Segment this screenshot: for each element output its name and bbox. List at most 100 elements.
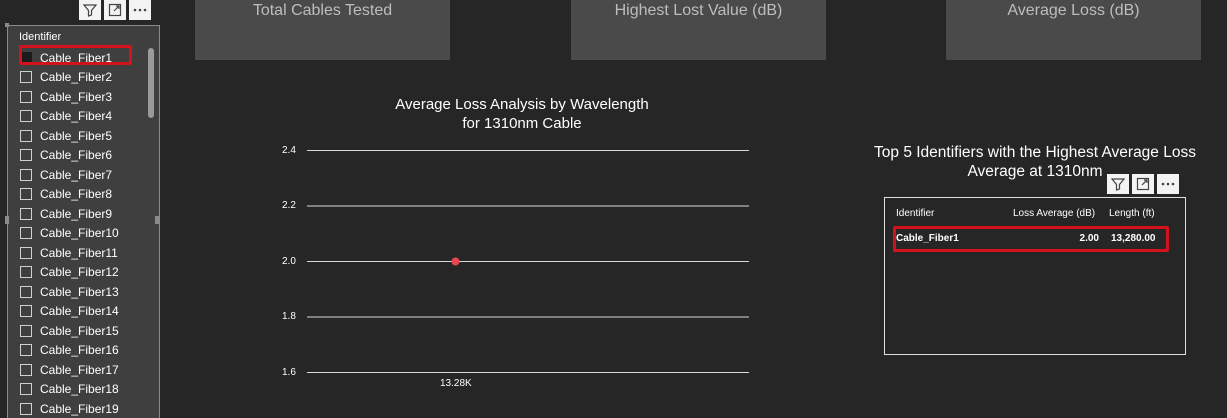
checkbox[interactable] [20,305,32,318]
checkbox[interactable] [20,324,32,337]
slicer-item-label: Cable_Fiber9 [40,206,113,221]
checkbox[interactable] [20,71,32,84]
checkbox[interactable] [20,168,32,181]
slicer-item-label: Cable_Fiber18 [40,382,119,397]
checkbox[interactable] [20,110,32,123]
checkbox[interactable] [20,246,32,259]
resize-handle-right[interactable] [155,216,159,224]
slicer-item-label: Cable_Fiber7 [40,167,113,182]
chart-title-line1: Average Loss Analysis by Wavelength [395,96,649,113]
focus-mode-icon[interactable] [1132,174,1154,194]
y-tick-label: 1.8 [282,311,296,322]
slicer-item[interactable]: Cable_Fiber11 [20,243,145,263]
slicer-item[interactable]: Cable_Fiber18 [20,380,145,400]
slicer-item[interactable]: Cable_Fiber6 [20,146,145,166]
slicer-item[interactable]: Cable_Fiber16 [20,341,145,361]
slicer-item[interactable]: Cable_Fiber13 [20,282,145,302]
slicer-item-label: Cable_Fiber6 [40,148,113,163]
slicer-item[interactable]: Cable_Fiber3 [20,87,145,107]
checkbox[interactable] [20,149,32,162]
y-tick-label: 2.2 [282,200,296,211]
y-tick-label: 1.6 [282,366,296,378]
slicer-header: Identifier [19,31,62,43]
kpi-card-highest-lost: Highest Lost Value (dB) [571,0,826,60]
slicer-item[interactable]: Cable_Fiber14 [20,302,145,322]
slicer-item[interactable]: Cable_Fiber9 [20,204,145,224]
table-title-line2: Average at 1310nm [967,163,1103,180]
identifier-slicer[interactable]: Identifier Cable_Fiber1 Cable_Fiber2 Cable… [7,25,160,418]
kpi-label-total-cables: Total Cables Tested [252,2,393,19]
checkbox[interactable] [20,402,32,415]
filter-icon[interactable] [1107,174,1129,194]
checkbox[interactable] [20,129,32,142]
more-options-icon[interactable] [1157,174,1179,194]
slicer-list: Cable_Fiber1 Cable_Fiber2 Cable_Fiber3 Cabl… [19,45,145,418]
slicer-visual-header [79,0,151,20]
slicer-item[interactable]: Cable_Fiber1 [19,45,145,68]
slicer-item-label: Cable_Fiber10 [40,226,119,241]
kpi-label-average-loss: Average Loss (dB) [1007,2,1140,19]
cell-loss-average[interactable]: 2.00 [1079,233,1099,244]
slicer-scrollbar[interactable] [148,48,154,118]
checkbox[interactable] [20,227,32,240]
checkbox[interactable] [20,90,32,103]
slicer-item-label: Cable_Fiber4 [40,109,113,124]
top5-table[interactable]: Identifier Loss Average (dB) Length (ft)… [884,197,1186,355]
header-identifier[interactable]: Identifier [896,208,935,219]
cell-length[interactable]: 13,280.00 [1111,233,1156,244]
slicer-item-label: Cable_Fiber13 [40,284,119,299]
chart-title-line2: for 1310nm Cable [462,115,582,132]
slicer-item-label: Cable_Fiber19 [40,401,119,416]
filter-icon[interactable] [79,0,101,20]
slicer-item-label: Cable_Fiber1 [40,50,113,65]
checkbox[interactable] [20,383,32,396]
selected-row-highlight [893,226,1169,252]
slicer-item-label: Cable_Fiber8 [40,187,113,202]
kpi-card-average-loss: Average Loss (dB) [946,0,1201,60]
slicer-item-label: Cable_Fiber15 [40,323,119,338]
checkbox[interactable] [20,266,32,279]
slicer-item[interactable]: Cable_Fiber5 [20,126,145,146]
resize-handle-top-left[interactable] [5,23,9,27]
slicer-item[interactable]: Cable_Fiber8 [20,185,145,205]
table-visual-header [1107,174,1179,194]
kpi-label-highest-lost: Highest Lost Value (dB) [614,2,783,19]
slicer-item[interactable]: Cable_Fiber2 [20,68,145,88]
slicer-item-label: Cable_Fiber12 [40,265,119,280]
x-tick-label: 13.28K [440,378,472,389]
slicer-item[interactable]: Cable_Fiber4 [20,107,145,127]
slicer-item-label: Cable_Fiber11 [40,245,118,260]
focus-mode-icon[interactable] [104,0,126,20]
slicer-item[interactable]: Cable_Fiber7 [20,165,145,185]
checkbox[interactable] [20,363,32,376]
selected-item-highlight [19,45,132,65]
table-title-line1: Top 5 Identifiers with the Highest Avera… [874,144,1196,161]
slicer-item-label: Cable_Fiber5 [40,128,113,143]
checkbox[interactable] [20,344,32,357]
resize-handle-left[interactable] [5,216,9,224]
kpi-card-total-cables: Total Cables Tested [195,0,450,60]
slicer-item[interactable]: Cable_Fiber17 [20,360,145,380]
slicer-item[interactable]: Cable_Fiber10 [20,224,145,244]
table-title: Top 5 Identifiers with the Highest Avera… [860,143,1210,181]
checkbox[interactable] [20,285,32,298]
slicer-item-label: Cable_Fiber2 [40,70,113,85]
slicer-item[interactable]: Cable_Fiber19 [20,399,145,418]
checkbox[interactable] [20,207,32,220]
slicer-item[interactable]: Cable_Fiber15 [20,321,145,341]
slicer-item[interactable]: Cable_Fiber12 [20,263,145,283]
data-point[interactable] [451,257,460,266]
y-tick-label: 2.0 [282,255,296,267]
cell-identifier[interactable]: Cable_Fiber1 [896,233,959,244]
slicer-item-label: Cable_Fiber17 [40,362,119,377]
more-options-icon[interactable] [129,0,151,20]
header-loss-average[interactable]: Loss Average (dB) [1013,208,1096,219]
slicer-item-label: Cable_Fiber3 [40,89,113,104]
slicer-item-label: Cable_Fiber16 [40,343,119,358]
y-tick-label: 2.4 [282,144,296,156]
chart-title: Average Loss Analysis by Wavelength for … [322,95,722,133]
slicer-item-label: Cable_Fiber14 [40,304,119,319]
checkbox[interactable] [20,188,32,201]
header-length[interactable]: Length (ft) [1109,208,1155,219]
